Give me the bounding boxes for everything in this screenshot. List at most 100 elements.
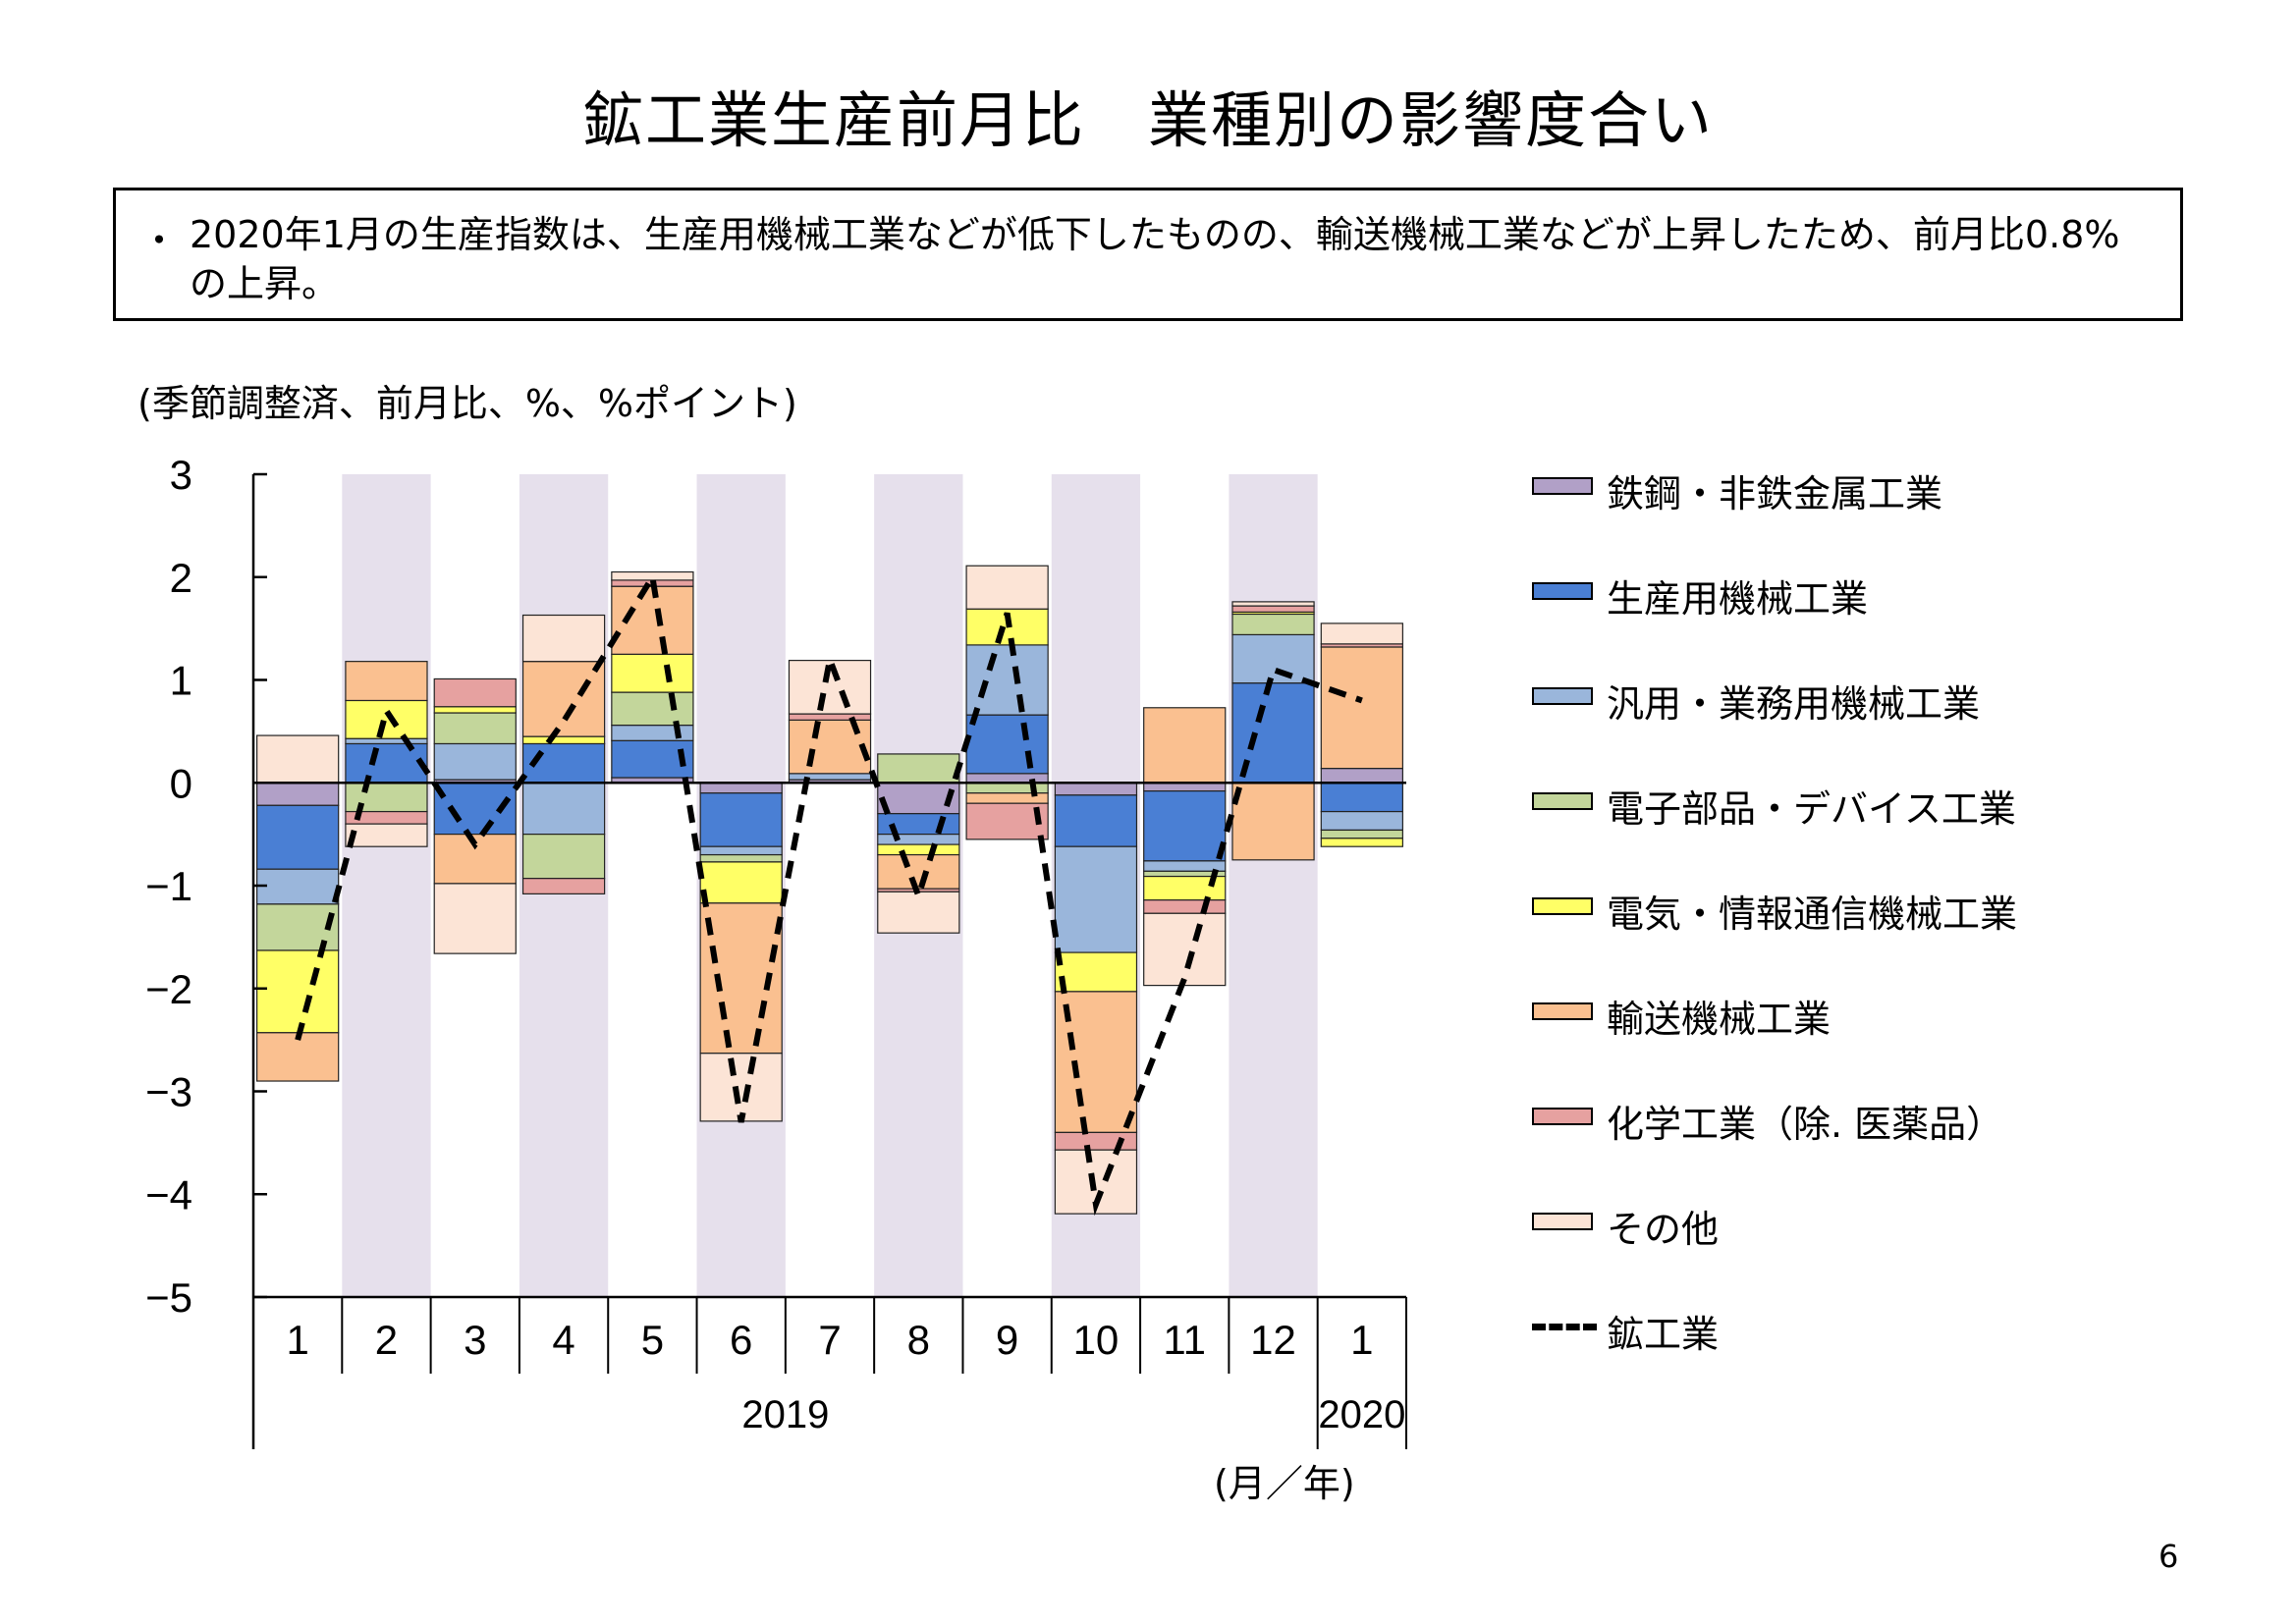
x-tick-label: 6 bbox=[730, 1317, 752, 1363]
bar-segment-general_machinery bbox=[611, 724, 694, 741]
bar-segment-general_machinery bbox=[965, 644, 1049, 716]
bar-segment-other bbox=[1231, 601, 1315, 607]
bar-segment-steel bbox=[1054, 782, 1138, 796]
bar-segment-other bbox=[1320, 623, 1403, 645]
legend-swatch bbox=[1532, 582, 1593, 600]
bar-segment-transport bbox=[256, 1032, 340, 1082]
bar-segment-production_machinery bbox=[1054, 794, 1138, 847]
mining-line-layer bbox=[295, 568, 1363, 1217]
bar-segment-chemical bbox=[1231, 605, 1315, 613]
legend-swatch bbox=[1532, 1108, 1593, 1125]
x-tick-label: 12 bbox=[1250, 1317, 1296, 1363]
bar-segment-transport bbox=[1231, 782, 1315, 861]
bar-segment-production_machinery bbox=[877, 813, 960, 836]
bar-segment-chemical bbox=[788, 713, 872, 721]
y-tick-label: 0 bbox=[170, 760, 192, 806]
x-tick-label: 4 bbox=[552, 1317, 574, 1363]
x-tick-label: 10 bbox=[1073, 1317, 1120, 1363]
bar-segment-electrical_machinery bbox=[1143, 875, 1227, 901]
legend-swatch bbox=[1532, 687, 1593, 705]
bar-segment-transport bbox=[1320, 646, 1403, 770]
x-tick-label: 2 bbox=[375, 1317, 398, 1363]
legend-label: 電気・情報通信機械工業 bbox=[1607, 893, 2018, 936]
bar-segment-other bbox=[965, 565, 1049, 610]
y-tick-label: 3 bbox=[170, 452, 192, 498]
legend-label: 鉄鋼・非鉄金属工業 bbox=[1607, 472, 1943, 515]
bar-segment-chemical bbox=[433, 677, 517, 708]
y-tick-label: −5 bbox=[145, 1274, 192, 1321]
x-tick-label: 9 bbox=[996, 1317, 1018, 1363]
bar-segment-electrical_machinery bbox=[877, 843, 960, 856]
x-axis-unit-label: (月／年) bbox=[1214, 1462, 1355, 1505]
x-tick-label: 11 bbox=[1163, 1317, 1206, 1363]
mining-index-line bbox=[295, 568, 1363, 1217]
summary-bullet: ・ bbox=[140, 219, 179, 262]
legend-swatch bbox=[1532, 897, 1593, 915]
bar-segment-transport bbox=[1143, 707, 1227, 784]
year-label: 2019 bbox=[741, 1393, 829, 1436]
bar-segment-general_machinery bbox=[521, 782, 606, 836]
bar-segment-chemical bbox=[1054, 1131, 1138, 1151]
legend-line-swatch bbox=[1532, 1324, 1597, 1330]
bar-segment-other bbox=[1143, 912, 1227, 987]
x-tick-label: 7 bbox=[818, 1317, 841, 1363]
x-tick-label: 3 bbox=[464, 1317, 486, 1363]
bar-segment-other bbox=[433, 883, 517, 954]
bar-segment-transport bbox=[521, 661, 606, 737]
x-tick-label: 1 bbox=[1350, 1317, 1373, 1363]
x-tick-label: 8 bbox=[907, 1317, 930, 1363]
year-label: 2020 bbox=[1318, 1393, 1405, 1436]
y-tick-label: −1 bbox=[145, 863, 192, 909]
bar-segment-general_machinery bbox=[877, 834, 960, 845]
bar-segment-electrical_machinery bbox=[345, 699, 428, 739]
bar-segment-general_machinery bbox=[1054, 845, 1138, 953]
unit-note: (季節調整済、前月比、%、%ポイント) bbox=[137, 382, 797, 425]
bar-segment-production_machinery bbox=[1143, 790, 1227, 862]
bar-segment-electronic_parts bbox=[433, 712, 517, 745]
bar-segment-production_machinery bbox=[345, 742, 428, 784]
legend-swatch bbox=[1532, 1213, 1593, 1230]
y-tick-label: −4 bbox=[145, 1171, 192, 1218]
bar-segment-electrical_machinery bbox=[256, 949, 340, 1034]
bar-segment-transport bbox=[877, 853, 960, 890]
bar-segment-electrical_machinery bbox=[433, 706, 517, 714]
bar-segment-electronic_parts bbox=[1320, 829, 1403, 839]
bar-segment-production_machinery bbox=[256, 804, 340, 870]
summary-box: ・ 2020年1月の生産指数は、生産用機械工業などが低下したものの、輸送機械工業… bbox=[113, 188, 2183, 321]
bar-segment-electronic_parts bbox=[877, 753, 960, 784]
bar-segment-other bbox=[521, 614, 606, 663]
legend-label: 輸送機械工業 bbox=[1607, 998, 1831, 1041]
bar-segment-steel bbox=[965, 773, 1049, 784]
bar-segment-electrical_machinery bbox=[1320, 838, 1403, 847]
bar-segment-general_machinery bbox=[433, 742, 517, 781]
bar-segment-general_machinery bbox=[1231, 633, 1315, 684]
bar-segment-general_machinery bbox=[788, 773, 872, 781]
bar-segment-electronic_parts bbox=[699, 853, 783, 863]
bar-segment-chemical bbox=[521, 878, 606, 894]
y-tick-label: −2 bbox=[145, 966, 192, 1012]
bar-segment-steel bbox=[256, 782, 340, 806]
x-tick-label: 5 bbox=[641, 1317, 664, 1363]
legend-label: 化学工業（除. 医薬品） bbox=[1607, 1103, 2004, 1146]
bar-segment-transport bbox=[345, 661, 428, 702]
bar-segment-chemical bbox=[1143, 899, 1227, 914]
bar-segment-steel bbox=[699, 782, 783, 794]
bar-segment-electronic_parts bbox=[611, 691, 694, 727]
bar-segment-electrical_machinery bbox=[611, 653, 694, 693]
bar-segment-general_machinery bbox=[345, 737, 428, 745]
bar-segment-production_machinery bbox=[965, 714, 1049, 775]
bar-segment-general_machinery bbox=[699, 845, 783, 856]
legend-label: 汎用・業務用機械工業 bbox=[1607, 682, 1981, 726]
bar-segment-electrical_machinery bbox=[1054, 951, 1138, 993]
legend-swatch bbox=[1532, 477, 1593, 495]
bar-segment-electrical_machinery bbox=[699, 861, 783, 904]
bar-segment-other bbox=[877, 891, 960, 934]
bar-segment-steel bbox=[1143, 782, 1227, 792]
y-tick-label: 2 bbox=[170, 555, 192, 601]
legend-swatch bbox=[1532, 1002, 1593, 1020]
bar-segment-electrical_machinery bbox=[521, 735, 606, 745]
summary-text: 2020年1月の生産指数は、生産用機械工業などが低下したものの、輸送機械工業など… bbox=[190, 213, 2120, 305]
shading-band bbox=[1229, 474, 1318, 1297]
